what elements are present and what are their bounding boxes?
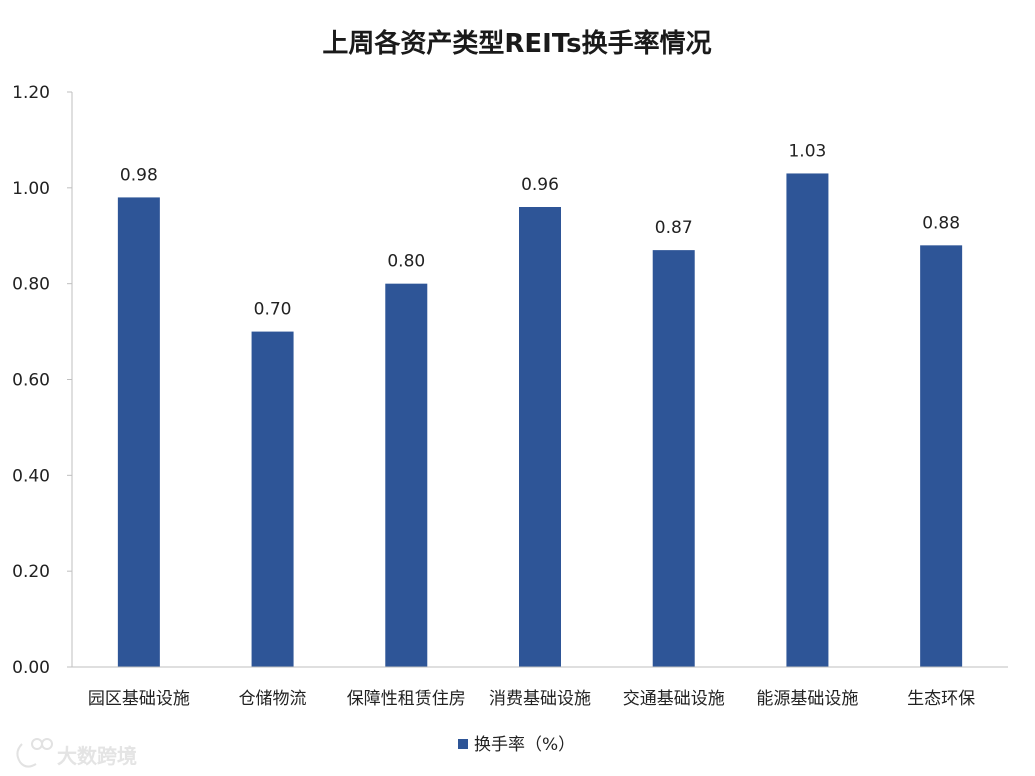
legend-label: 换手率（%） bbox=[474, 735, 575, 755]
x-axis: 园区基础设施 仓储物流 保障性租赁住房 消费基础设施 交通基础设施 能源基础设施 生态环保 bbox=[72, 666, 1008, 709]
x-category-label: 交通基础设施 bbox=[623, 689, 725, 709]
y-tick-label: 1.20 bbox=[12, 83, 50, 103]
data-label: 0.80 bbox=[387, 252, 425, 272]
watermark-logo-icon bbox=[16, 738, 53, 768]
y-tick-label: 0.40 bbox=[12, 466, 50, 486]
y-tick-label: 0.20 bbox=[12, 562, 50, 582]
data-label: 0.88 bbox=[922, 213, 960, 233]
data-label: 0.96 bbox=[521, 175, 559, 195]
x-category-label: 仓储物流 bbox=[239, 689, 307, 709]
x-category-label: 能源基础设施 bbox=[756, 689, 858, 709]
y-axis: 0.00 0.20 0.40 0.60 0.80 1.00 1.20 bbox=[12, 83, 73, 678]
y-tick-label: 0.80 bbox=[12, 275, 50, 295]
data-label: 1.03 bbox=[788, 141, 826, 161]
bar bbox=[652, 250, 695, 667]
y-tick-label: 0.60 bbox=[12, 371, 50, 391]
watermark-text: 大数跨境 bbox=[57, 744, 137, 768]
data-label: 0.87 bbox=[655, 218, 693, 238]
bar bbox=[117, 197, 160, 667]
x-category-label: 生态环保 bbox=[907, 689, 975, 709]
bar bbox=[920, 245, 963, 668]
x-category-label: 消费基础设施 bbox=[489, 689, 591, 709]
x-category-label: 保障性租赁住房 bbox=[347, 689, 466, 709]
data-label: 0.98 bbox=[120, 165, 158, 185]
legend: 换手率（%） bbox=[458, 735, 575, 755]
bar bbox=[786, 173, 829, 668]
y-tick-label: 1.00 bbox=[12, 179, 50, 199]
x-category-label: 园区基础设施 bbox=[88, 689, 190, 709]
bar bbox=[385, 283, 428, 667]
y-tick-label: 0.00 bbox=[12, 658, 50, 678]
bar bbox=[251, 331, 294, 667]
chart-title: 上周各资产类型REITs换手率情况 bbox=[322, 28, 711, 59]
watermark: 大数跨境 bbox=[16, 738, 137, 768]
bar bbox=[519, 207, 561, 667]
data-label: 0.70 bbox=[254, 300, 292, 320]
legend-swatch bbox=[458, 739, 468, 749]
bar-group: 0.98 0.70 0.80 0.96 0.87 1.03 0.88 bbox=[117, 141, 963, 668]
